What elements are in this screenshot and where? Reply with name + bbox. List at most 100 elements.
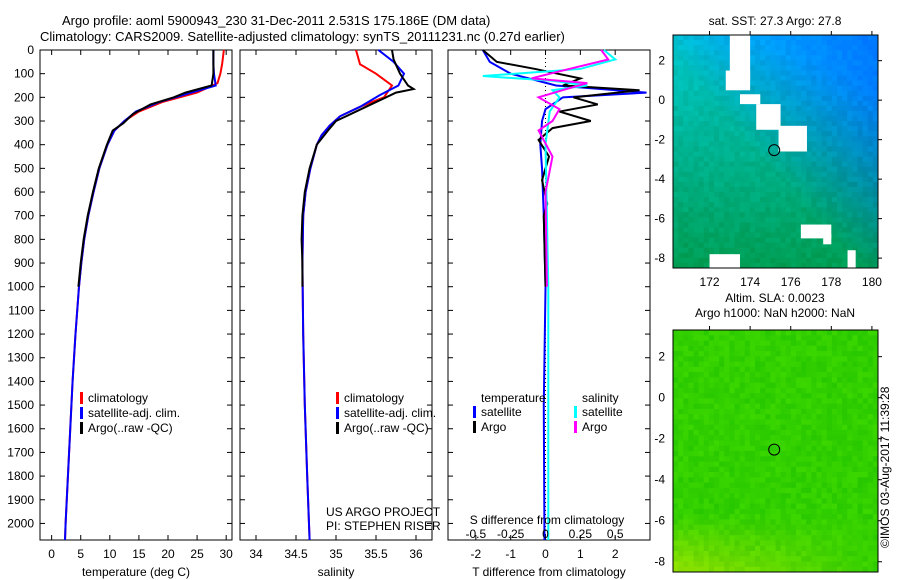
map-cell — [806, 65, 812, 71]
map-cell — [821, 550, 828, 557]
map-cell — [729, 237, 735, 244]
map-cell — [760, 176, 766, 183]
land-mask — [778, 125, 807, 152]
map-cell — [739, 519, 746, 526]
map-cell — [755, 345, 761, 352]
map-cell — [708, 419, 715, 426]
map-cell — [867, 524, 874, 531]
map-cell — [842, 116, 848, 122]
map-cell — [872, 456, 879, 463]
map-cell — [714, 445, 720, 452]
map-cell — [693, 403, 700, 410]
map-cell — [760, 192, 766, 198]
map-cell — [796, 70, 802, 77]
map-cell — [867, 335, 874, 342]
map-cell — [673, 356, 679, 363]
map-cell — [847, 232, 853, 239]
map-cell — [806, 351, 812, 357]
map-cell — [842, 35, 848, 41]
map-cell — [673, 524, 679, 531]
map-cell — [698, 372, 705, 378]
map-cell — [673, 419, 679, 426]
map-cell — [857, 466, 864, 473]
map-cell — [847, 514, 853, 520]
map-cell — [806, 247, 812, 254]
map-cell — [744, 90, 751, 97]
legend-label: Argo — [481, 420, 507, 434]
map-cell — [811, 366, 817, 373]
map-cell — [693, 382, 700, 389]
map-cell — [852, 429, 858, 436]
map-cell — [688, 110, 694, 117]
map-cell — [765, 257, 771, 264]
map-cell — [785, 419, 792, 426]
map-cell — [719, 508, 725, 515]
map-cell — [708, 498, 715, 505]
map-cell — [673, 105, 679, 112]
map-cell — [744, 126, 751, 132]
map-cell — [688, 242, 694, 249]
map-cell — [708, 451, 715, 457]
map-cell — [842, 171, 848, 178]
map-cell — [837, 156, 843, 163]
map-cell — [847, 472, 853, 478]
map-cell — [673, 232, 679, 239]
map-cell — [862, 110, 869, 117]
map-cell — [811, 424, 817, 431]
map-cell — [852, 524, 858, 531]
map-cell — [806, 429, 812, 436]
map-cell — [683, 451, 689, 457]
map-cell — [806, 212, 812, 218]
map-cell — [739, 232, 746, 239]
map-cell — [796, 212, 802, 218]
map-cell — [790, 498, 797, 505]
map-cell — [744, 141, 751, 147]
map-cell — [780, 387, 787, 394]
map-cell — [673, 550, 679, 557]
map-cell — [801, 524, 807, 531]
map-cell — [734, 424, 741, 431]
map-cell — [760, 181, 766, 188]
map-cell — [734, 242, 741, 249]
map-cell — [714, 100, 720, 107]
map-cell — [770, 403, 776, 410]
map-cell — [852, 345, 858, 352]
map-cell — [683, 540, 689, 547]
map-cell — [688, 408, 694, 415]
map-cell — [749, 403, 756, 410]
map-cell — [683, 414, 689, 420]
map-cell — [678, 556, 684, 562]
map-cell — [816, 161, 823, 168]
map-cell — [852, 156, 858, 163]
map-cell — [867, 351, 874, 357]
map-cell — [852, 55, 858, 61]
map-cell — [790, 116, 797, 122]
map-cell — [872, 80, 879, 87]
map-cell — [683, 151, 689, 158]
map-cell — [673, 466, 679, 473]
map-cell — [673, 566, 679, 573]
map-cell — [826, 141, 833, 147]
map-cell — [734, 351, 741, 357]
map-cell — [831, 451, 838, 457]
map-cell — [755, 419, 761, 426]
y-tick-label: 1800 — [7, 469, 34, 483]
map-cell — [852, 514, 858, 520]
map-cell — [734, 451, 741, 457]
map-cell — [842, 545, 848, 552]
map-cell — [724, 519, 730, 526]
map-cell — [770, 419, 776, 426]
map-cell — [816, 207, 823, 213]
map-cell — [831, 366, 838, 373]
map-cell — [703, 55, 710, 61]
map-cell — [842, 247, 848, 254]
map-cell — [862, 247, 869, 254]
map-cell — [831, 136, 838, 142]
map-cell — [842, 403, 848, 410]
map-cell — [821, 461, 828, 468]
map-cell — [693, 197, 700, 203]
map-cell — [780, 545, 787, 552]
map-cell — [780, 340, 787, 347]
legend-swatch — [336, 392, 339, 404]
map-cell — [837, 424, 843, 431]
